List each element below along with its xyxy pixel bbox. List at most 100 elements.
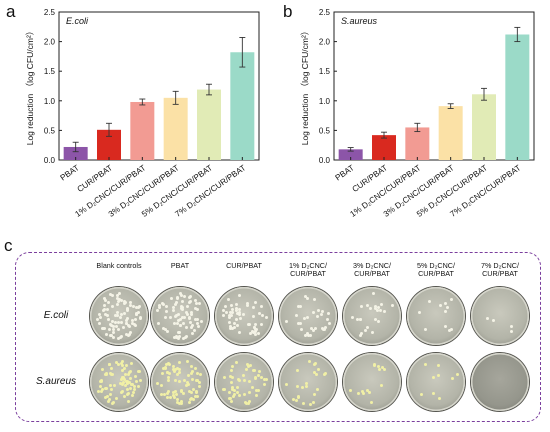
colony (302, 316, 306, 320)
colony (173, 396, 177, 400)
colony (251, 369, 255, 373)
colony (299, 321, 303, 325)
colony (115, 310, 119, 314)
colony (222, 308, 226, 312)
colony (184, 325, 188, 329)
colony (236, 323, 240, 327)
colony (98, 322, 102, 326)
bar-6 (505, 34, 530, 160)
colony (132, 384, 136, 388)
colony (314, 372, 318, 376)
colony (123, 377, 127, 381)
colony (190, 325, 194, 329)
colony (229, 374, 233, 378)
colony (106, 318, 110, 322)
colony (358, 317, 362, 321)
petri-dish (215, 353, 273, 411)
colony (226, 298, 230, 302)
colony (248, 379, 252, 383)
colony (304, 334, 308, 338)
colony (251, 330, 255, 334)
colony (313, 392, 317, 396)
colony (382, 309, 386, 313)
chart-title: E.coli (66, 16, 89, 26)
colony (123, 367, 127, 371)
colony (431, 375, 435, 379)
colony (179, 317, 183, 321)
plot-frame (333, 11, 535, 161)
colony (253, 333, 257, 337)
colony (109, 367, 113, 371)
colony (119, 390, 123, 394)
colony (195, 372, 199, 376)
colony (128, 386, 132, 390)
panel-label-a: a (6, 2, 16, 21)
colony (126, 372, 130, 376)
colony (181, 391, 185, 395)
colony (242, 313, 246, 317)
colony (110, 293, 114, 297)
y-tick-label: 1.5 (44, 67, 56, 76)
colony (186, 374, 190, 378)
colony (230, 303, 234, 307)
colony (448, 328, 452, 332)
colony (128, 376, 132, 380)
column-header: Blank controls (96, 261, 142, 270)
colony (162, 367, 166, 371)
colony (126, 392, 130, 396)
colony (245, 304, 249, 308)
colony (123, 300, 127, 304)
colony (183, 294, 187, 298)
colony (106, 301, 110, 305)
column-header: 5% D₂CNC/CUR/PBAT (417, 261, 455, 279)
colony (383, 368, 387, 372)
colony (230, 399, 234, 403)
colony (105, 332, 109, 336)
colony (190, 323, 194, 327)
colony (175, 393, 179, 397)
colony (315, 388, 319, 392)
colony (121, 363, 125, 367)
colony (374, 307, 378, 311)
y-tick-label: 0.5 (319, 126, 331, 135)
colony (114, 313, 118, 317)
colony (114, 361, 118, 365)
colony (297, 322, 301, 326)
bar-chart-saureus: 0.0 0.5 1.0 1.5 2.0 2.5 Log reduction （log CFU… (300, 8, 535, 219)
colony (98, 316, 102, 320)
colony (135, 305, 139, 309)
colony (179, 399, 183, 403)
colony (107, 328, 111, 332)
colony (171, 368, 175, 372)
colony (231, 388, 235, 392)
colony (177, 336, 181, 340)
colony (178, 334, 182, 338)
colony (420, 392, 424, 396)
bar-3 (405, 127, 430, 160)
y-tick-label: 0.5 (44, 126, 56, 135)
colony (172, 306, 176, 309)
colony (231, 365, 235, 369)
colony (248, 364, 252, 368)
colony (99, 384, 103, 388)
colony (223, 305, 227, 309)
colony (256, 331, 260, 335)
colony (379, 302, 383, 306)
bar-6 (230, 52, 255, 161)
bar-5 (197, 89, 221, 160)
colony (177, 361, 181, 365)
colony (171, 391, 175, 395)
colony (187, 295, 191, 299)
colony (327, 321, 331, 325)
colony (102, 296, 106, 300)
colony (308, 333, 312, 337)
colony (112, 384, 116, 388)
colony (157, 322, 161, 326)
colony (194, 317, 198, 321)
colony (359, 334, 363, 338)
colony (173, 368, 177, 371)
colony (380, 365, 384, 369)
colony (108, 333, 112, 337)
colony (128, 303, 132, 307)
colony (257, 389, 261, 393)
